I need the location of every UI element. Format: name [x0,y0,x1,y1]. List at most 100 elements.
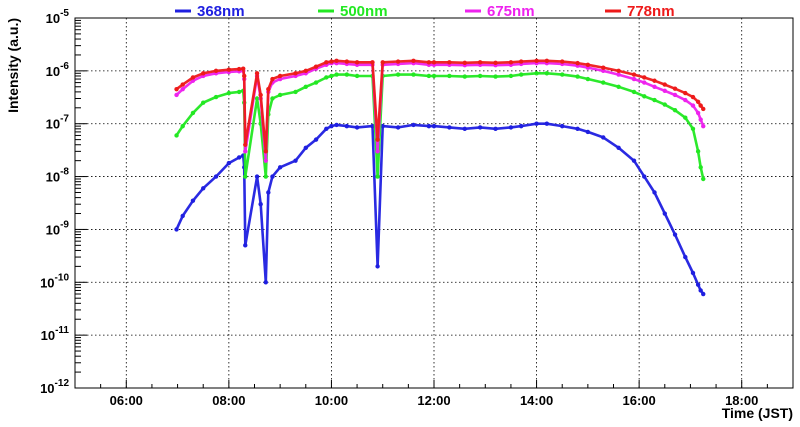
data-point [263,149,268,154]
data-point [313,64,319,69]
data-point [662,82,667,87]
data-point [236,66,242,72]
data-point [270,174,275,179]
data-point [370,60,375,65]
data-point [426,73,432,79]
data-point [375,137,380,142]
data-point [354,73,360,79]
data-point [575,74,580,79]
data-point [431,60,437,65]
data-point [324,60,329,65]
data-point [270,76,275,82]
data-point [201,100,206,105]
data-point [698,103,703,108]
data-point [243,149,248,154]
data-point [375,174,380,179]
data-point [426,123,432,129]
data-point [258,92,263,98]
data-point [662,88,667,93]
data-point [354,60,360,65]
data-point [277,92,283,98]
y-tick-label: 10-9 [46,219,70,237]
data-point [213,174,219,179]
data-point [180,123,185,129]
data-point [690,126,696,132]
data-point [642,94,647,99]
data-point [544,58,550,63]
data-point [652,78,657,83]
legend-label: 778nm [627,3,675,20]
data-point [226,67,232,72]
data-point [518,72,524,77]
x-tick-label: 06:00 [110,393,143,408]
data-point [575,60,580,66]
data-point [560,123,565,129]
data-point [683,90,688,96]
data-point [695,110,701,116]
data-point [698,288,703,293]
data-point [462,74,467,79]
x-axis-title: Time (JST) [722,405,793,421]
data-point [585,76,591,82]
data-point [616,68,621,74]
data-point [616,84,621,89]
data-point [254,71,260,76]
data-point [631,158,637,163]
data-point [263,174,268,179]
data-point [242,73,247,79]
legend: 368nm 500nm 675nm 778nm [175,3,675,20]
data-point [477,125,483,130]
data-point [652,97,657,103]
data-point [375,264,380,269]
data-point [380,123,385,129]
data-point [380,60,385,65]
data-point [266,190,271,195]
data-point [493,74,498,79]
x-tick-label: 18:00 [725,393,758,408]
data-point [395,72,401,77]
data-point [258,202,263,207]
data-point [690,103,696,108]
data-point [534,58,539,63]
data-point [447,125,452,130]
y-tick-label: 10-6 [46,61,70,79]
data-point [601,135,606,140]
data-point [534,121,539,126]
y-tick-base: 10 [46,117,60,132]
y-tick-exponent: -9 [60,219,69,230]
data-point [493,60,498,66]
data-point [329,73,334,79]
data-point [375,149,380,154]
data-point [277,165,283,170]
data-point [493,126,498,132]
data-point [313,137,319,142]
data-point [293,158,298,163]
data-point [662,211,667,216]
legend-label: 368nm [197,3,245,20]
data-point [174,86,179,92]
data-point [477,73,483,79]
data-point [631,72,637,77]
data-point [534,71,539,76]
data-point [334,58,339,63]
data-point [642,80,647,85]
data-point [642,75,647,80]
data-point [642,174,647,179]
data-point [190,110,196,116]
data-point [303,145,308,151]
data-point [254,174,260,179]
data-point [270,96,275,101]
data-point [180,86,185,92]
y-tick-base: 10 [46,170,60,185]
y-tick-label: 10-10 [40,272,69,290]
data-point [201,186,206,191]
y-tick-exponent: -12 [55,378,70,389]
data-point [672,108,678,113]
data-point [174,92,179,98]
data-point [462,126,467,132]
data-point [601,65,606,70]
data-point [560,72,565,77]
data-point [601,80,606,85]
y-tick-label: 10-5 [46,8,70,26]
